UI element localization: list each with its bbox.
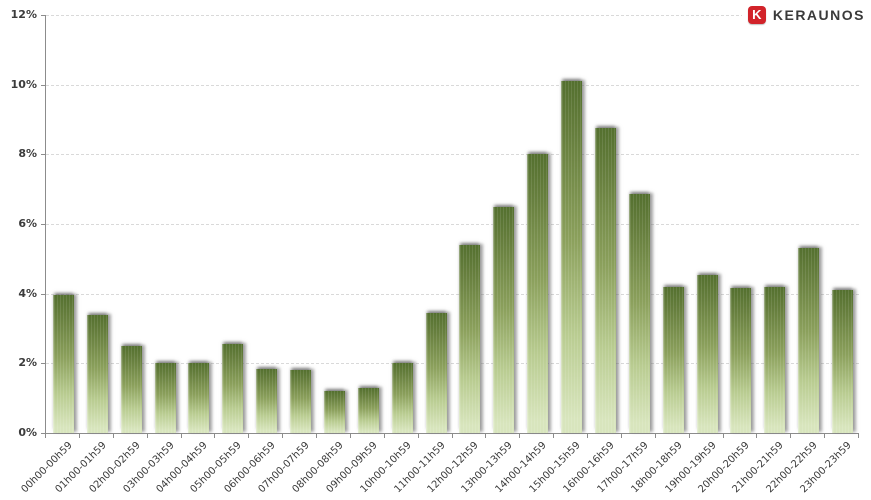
x-tick-23	[824, 434, 826, 438]
keraunos-logo: K KERAUNOS	[741, 4, 867, 26]
y-axis-label-2pct: 2%	[18, 356, 37, 370]
x-tick-6	[248, 434, 250, 438]
bar-20h00-20h59	[730, 288, 752, 433]
bar-19h00-19h59	[696, 274, 718, 433]
bar-02h00-02h59	[120, 345, 142, 433]
x-tick-20	[722, 434, 724, 438]
bar-03h00-03h59	[154, 363, 176, 433]
x-tick-4	[180, 434, 182, 438]
bar-13h00-13h59	[493, 206, 515, 433]
bar-18h00-18h59	[662, 286, 684, 433]
gridline-10pct	[46, 84, 859, 86]
gridline-8pct	[46, 154, 859, 156]
y-axis-label-10pct: 10%	[10, 77, 37, 91]
y-tick-6pct	[41, 224, 45, 225]
x-tick-15	[553, 434, 555, 438]
x-tick-2	[112, 434, 114, 438]
y-tick-2pct	[41, 363, 45, 365]
bar-04h00-04h59	[188, 363, 210, 433]
y-tick-4pct	[41, 293, 45, 295]
x-tick-22	[790, 434, 792, 438]
y-tick-10pct	[41, 84, 45, 86]
plot-area	[45, 15, 859, 434]
y-axis-label-4pct: 4%	[18, 286, 37, 300]
x-tick-3	[146, 434, 148, 438]
y-axis-label-8pct: 8%	[18, 147, 37, 161]
x-tick-12	[451, 434, 453, 438]
y-tick-0pct	[41, 433, 45, 434]
bar-05h00-05h59	[222, 344, 244, 433]
y-tick-12pct	[41, 15, 45, 16]
x-tick-14	[519, 434, 521, 438]
bar-11h00-11h59	[425, 312, 447, 433]
x-tick-5	[214, 434, 216, 438]
y-axis-label-6pct: 6%	[18, 217, 37, 230]
bar-14h00-14h59	[527, 154, 549, 433]
x-tick-21	[756, 434, 758, 438]
bar-16h00-16h59	[594, 128, 616, 433]
x-tick-10	[383, 434, 385, 438]
bar-00h00-00h59	[52, 295, 74, 433]
bar-08h00-08h59	[323, 391, 345, 433]
x-tick-9	[349, 434, 351, 438]
bar-09h00-09h59	[357, 387, 379, 433]
x-tick-19	[688, 434, 690, 438]
gridline-4pct	[46, 293, 859, 295]
x-tick-24	[858, 434, 859, 438]
keraunos-logo-icon: K	[747, 6, 766, 24]
x-tick-16	[587, 434, 588, 438]
bar-22h00-22h59	[798, 248, 820, 433]
gridline-6pct	[46, 224, 859, 225]
x-tick-17	[620, 434, 622, 438]
y-axis-label-12pct: 12%	[10, 8, 37, 21]
x-tick-7	[282, 434, 284, 438]
gridline-12pct	[46, 15, 859, 16]
bar-06h00-06h59	[256, 368, 278, 433]
x-tick-8	[316, 434, 317, 438]
bar-23h00-23h59	[832, 290, 854, 433]
bar-12h00-12h59	[459, 244, 481, 433]
x-tick-13	[485, 434, 487, 438]
x-tick-1	[78, 434, 80, 438]
y-tick-8pct	[41, 154, 45, 156]
bar-01h00-01h59	[86, 314, 108, 433]
y-axis-label-0pct: 0%	[18, 426, 37, 439]
x-tick-0	[45, 434, 46, 438]
bar-15h00-15h59	[561, 81, 583, 433]
keraunos-logo-text: KERAUNOS	[772, 7, 865, 23]
bar-07h00-07h59	[290, 370, 312, 433]
x-tick-18	[654, 434, 656, 438]
gridline-2pct	[46, 363, 859, 365]
bar-10h00-10h59	[391, 363, 413, 433]
x-tick-11	[417, 434, 419, 438]
bar-21h00-21h59	[764, 286, 786, 433]
bar-17h00-17h59	[628, 194, 650, 433]
